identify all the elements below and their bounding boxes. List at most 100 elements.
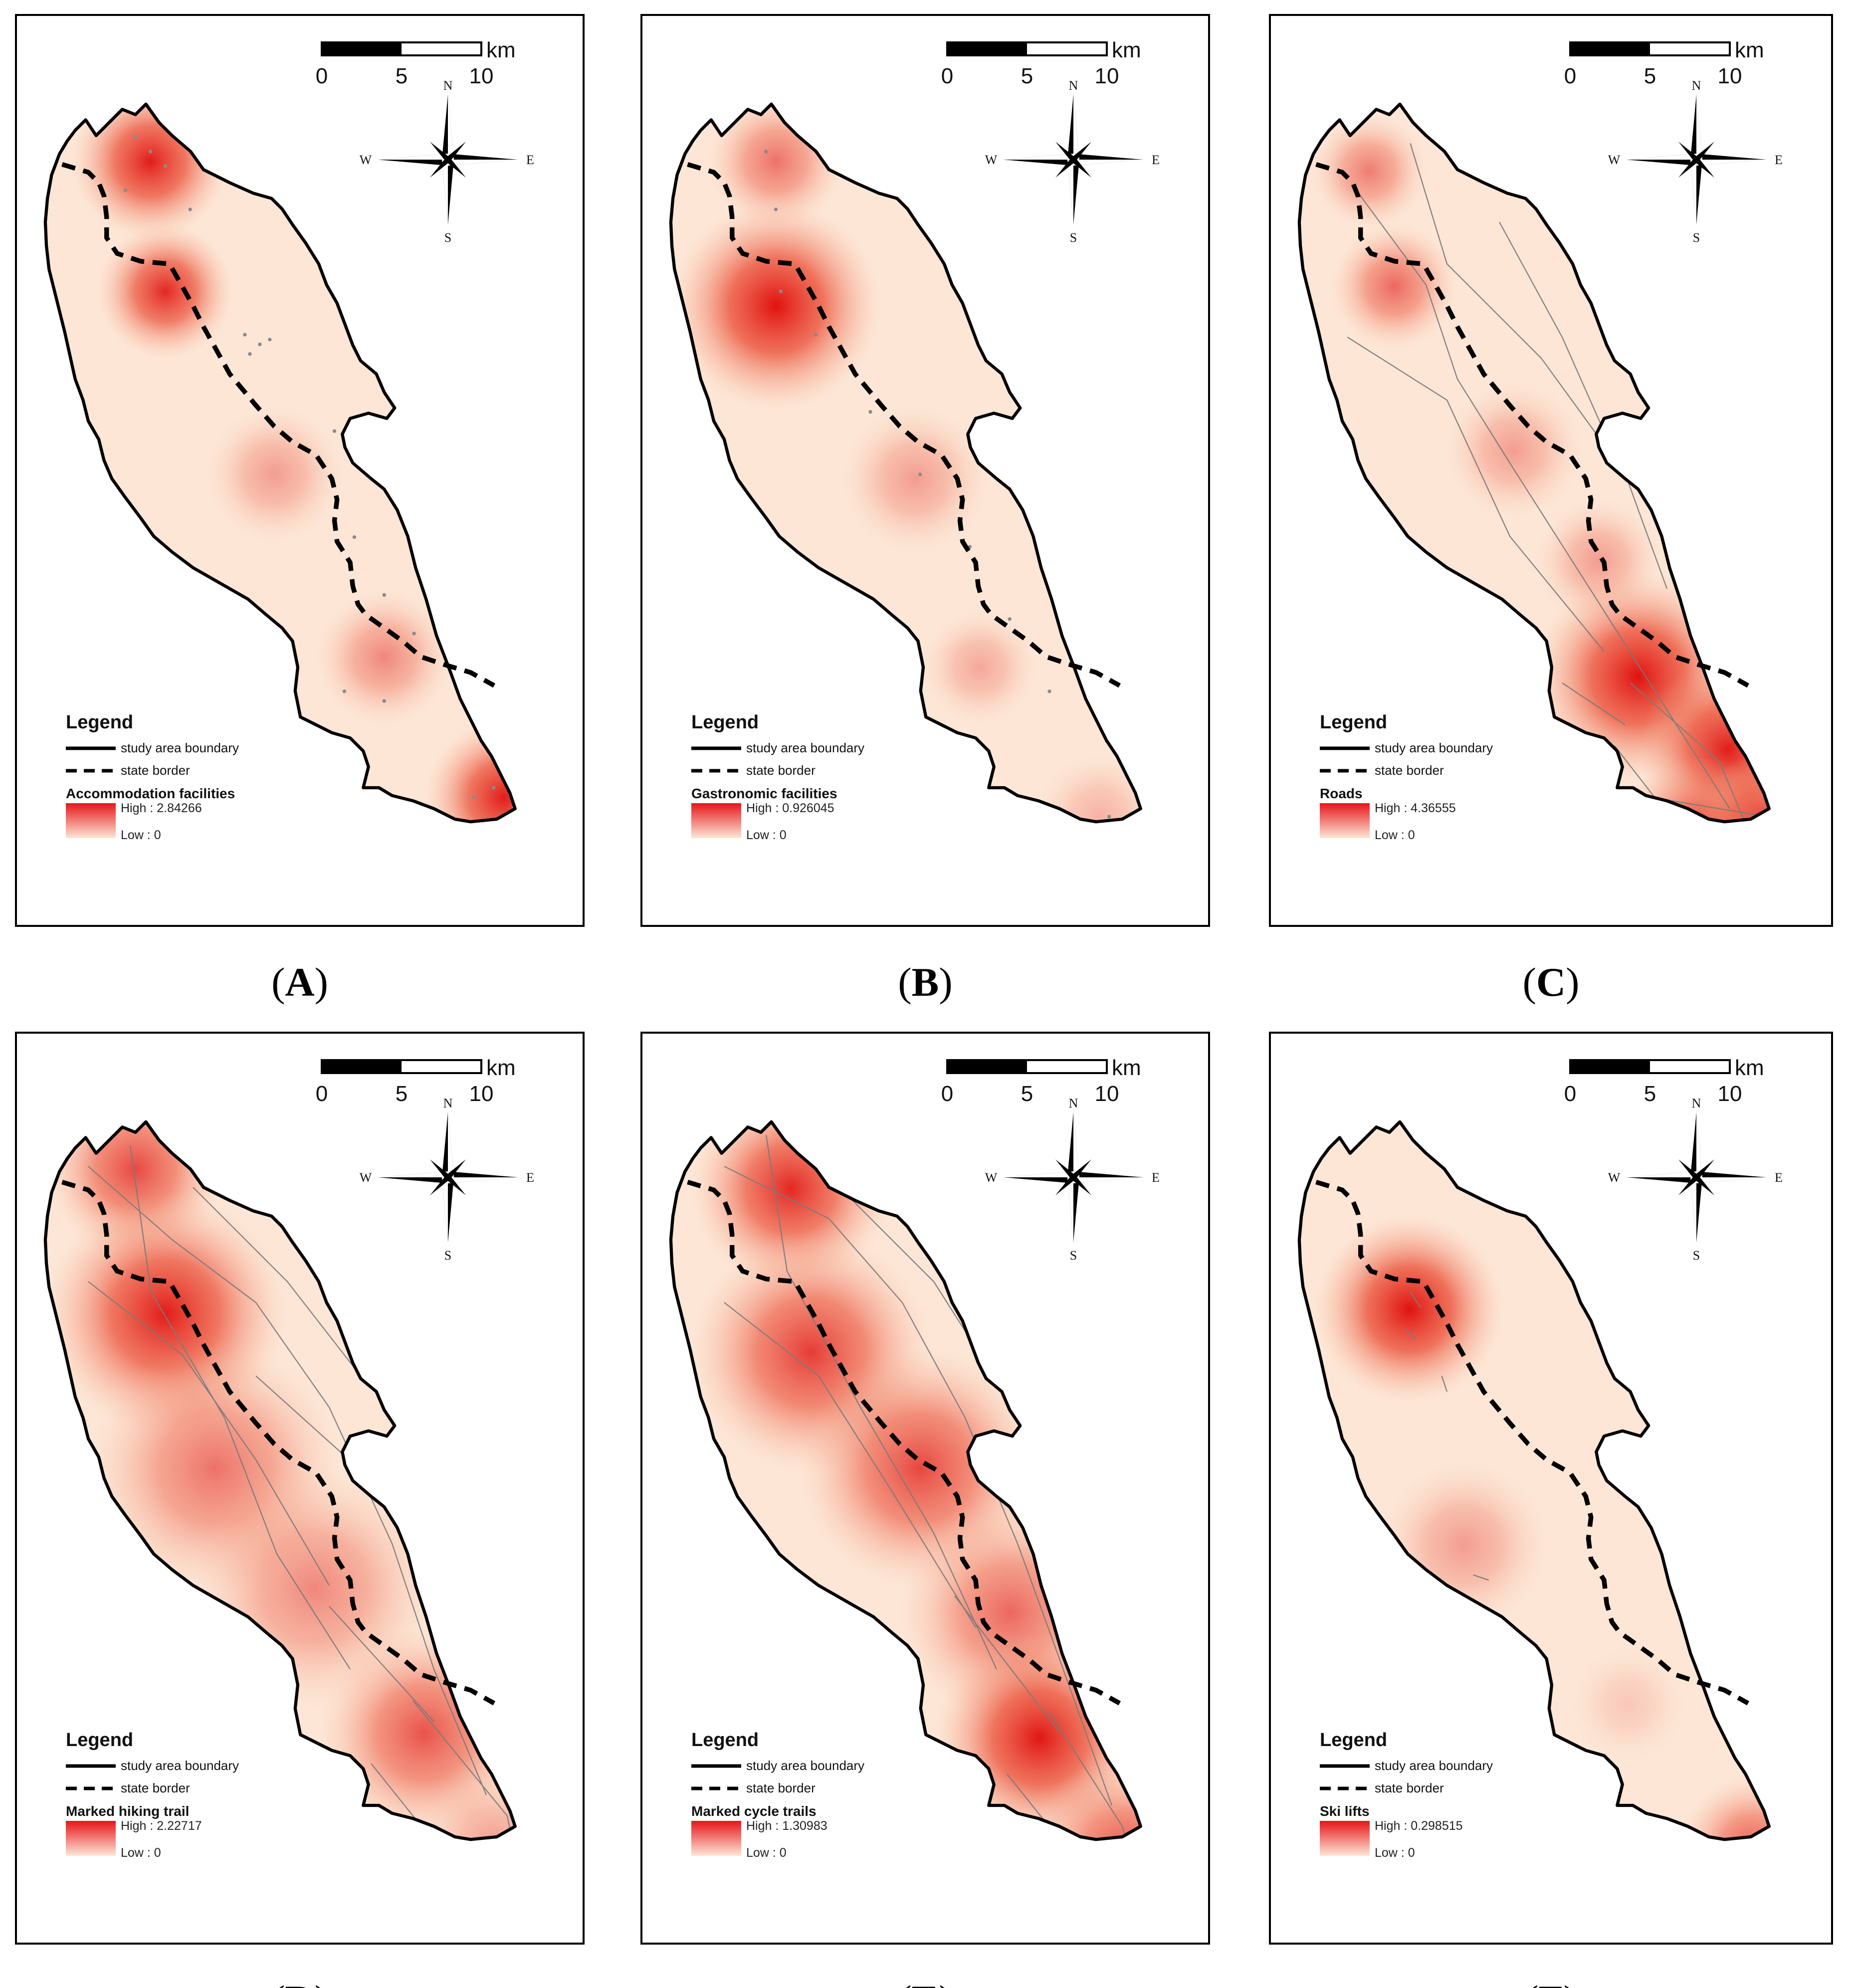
north-arrow-icon: N S W E: [985, 1096, 1160, 1263]
density-hotspot: [420, 1770, 515, 1840]
legend-layer-name: Marked hiking trail: [66, 1803, 189, 1819]
feature-point: [123, 188, 128, 192]
map-legend: Legend study area boundary state border Acc…: [66, 712, 239, 842]
legend-border-label: state border: [1375, 1780, 1444, 1795]
panel-caption-c: (C): [1523, 959, 1580, 1005]
compass-w-label: W: [1608, 1170, 1621, 1185]
compass-n-label: N: [1069, 78, 1078, 93]
compass-s-label: S: [1693, 230, 1700, 245]
legend-high-label: High : 1.30983: [746, 1819, 827, 1833]
scale-unit-label: km: [486, 38, 516, 62]
legend-high-label: High : 2.22717: [121, 1819, 202, 1833]
scale-tick-label: 10: [1718, 1082, 1742, 1106]
feature-point: [779, 289, 783, 293]
scale-unit-label: km: [1112, 38, 1141, 62]
panel-caption-f: (F): [1525, 1977, 1577, 1988]
feature-point: [382, 593, 386, 597]
feature-lines: [88, 1145, 515, 1840]
density-surface: [671, 104, 1141, 822]
legend-boundary-label: study area boundary: [121, 1758, 239, 1773]
legend-low-label: Low : 0: [1375, 828, 1415, 842]
legend-color-ramp: [1320, 803, 1370, 838]
compass-n-label: N: [443, 1096, 453, 1110]
compass-e-label: E: [1152, 153, 1160, 167]
scale-unit-label: km: [1112, 1056, 1141, 1080]
legend-high-label: High : 2.84266: [121, 801, 202, 815]
feature-point: [133, 135, 138, 139]
density-hotspot: [671, 201, 881, 411]
compass-e-label: E: [1152, 1170, 1160, 1185]
feature-point: [472, 795, 476, 799]
density-hotspot: [1570, 1646, 1686, 1762]
density-hotspot: [1679, 1775, 1769, 1840]
density-hotspot: [1312, 113, 1428, 229]
scale-tick-label: 5: [396, 1082, 408, 1106]
compass-n-label: N: [443, 78, 453, 93]
north-arrow-icon: N S W E: [1608, 1096, 1783, 1263]
legend-low-label: Low : 0: [1375, 1846, 1415, 1860]
scale-tick-label: 5: [396, 64, 408, 88]
legend-low-label: Low : 0: [746, 828, 787, 842]
feature-point: [774, 208, 778, 212]
compass-n-label: N: [1692, 78, 1701, 93]
north-arrow-icon: N S W E: [360, 1096, 534, 1263]
density-hotspot: [1315, 1215, 1504, 1404]
legend-layer-name: Ski lifts: [1320, 1803, 1370, 1819]
feature-point: [188, 208, 192, 212]
compass-diagonals: [1055, 142, 1091, 178]
legend-boundary-label: study area boundary: [746, 1758, 864, 1773]
scale-tick-label: 5: [1644, 1082, 1656, 1106]
legend-low-label: Low : 0: [121, 1846, 161, 1860]
panel-caption-a: (A): [271, 959, 328, 1005]
feature-lines: [724, 1134, 1141, 1840]
compass-s-label: S: [1070, 230, 1077, 245]
legend-high-label: High : 0.926045: [746, 801, 834, 815]
scale-unit-label: km: [486, 1056, 516, 1080]
feature-point: [268, 337, 272, 342]
compass-diagonals: [1678, 142, 1714, 178]
panel-caption-b: (B): [898, 959, 952, 1005]
compass-diagonals: [1055, 1159, 1091, 1195]
legend-low-label: Low : 0: [121, 828, 161, 842]
feature-point: [1008, 617, 1012, 621]
scale-tick-label: 10: [1095, 64, 1119, 88]
feature-point: [332, 429, 337, 433]
compass-diagonals: [430, 1159, 466, 1195]
feature-point: [764, 150, 768, 154]
density-hotspot: [425, 718, 515, 822]
legend-boundary-label: study area boundary: [1375, 1758, 1493, 1773]
scale-bar-black-segment: [947, 1060, 1027, 1073]
legend-low-label: Low : 0: [746, 1846, 787, 1860]
legend-title: Legend: [1320, 1730, 1387, 1751]
density-hotspot: [841, 406, 989, 553]
compass-s-label: S: [444, 230, 451, 245]
scale-tick-label: 0: [941, 64, 953, 88]
legend-boundary-label: study area boundary: [746, 740, 864, 755]
compass-diagonals: [430, 142, 466, 178]
north-arrow-icon: N S W E: [985, 78, 1160, 245]
scale-tick-label: 5: [1644, 64, 1656, 88]
compass-e-label: E: [1775, 153, 1783, 167]
scale-bar-black-segment: [947, 42, 1027, 55]
scale-tick-label: 5: [1021, 1082, 1033, 1106]
feature-point: [258, 342, 262, 346]
legend-color-ramp: [691, 803, 741, 838]
legend-layer-name: Gastronomic facilities: [691, 786, 837, 801]
map-legend: Legend study area boundary state border Ski…: [1320, 1730, 1493, 1860]
legend-color-ramp: [1320, 1821, 1370, 1856]
feature-point: [342, 689, 347, 693]
legend-color-ramp: [691, 1821, 741, 1856]
feature-lines: [1405, 1292, 1769, 1840]
map-legend: Legend study area boundary state border Gas…: [691, 712, 864, 842]
legend-border-label: state border: [746, 1780, 816, 1795]
scale-unit-label: km: [1735, 38, 1764, 62]
scale-bar-black-segment: [322, 42, 402, 55]
